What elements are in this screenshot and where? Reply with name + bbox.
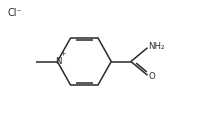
Text: Cl⁻: Cl⁻	[8, 8, 22, 18]
Text: NH₂: NH₂	[149, 42, 165, 51]
Text: N: N	[55, 57, 61, 66]
Text: O: O	[149, 72, 155, 81]
Text: +: +	[60, 51, 66, 57]
